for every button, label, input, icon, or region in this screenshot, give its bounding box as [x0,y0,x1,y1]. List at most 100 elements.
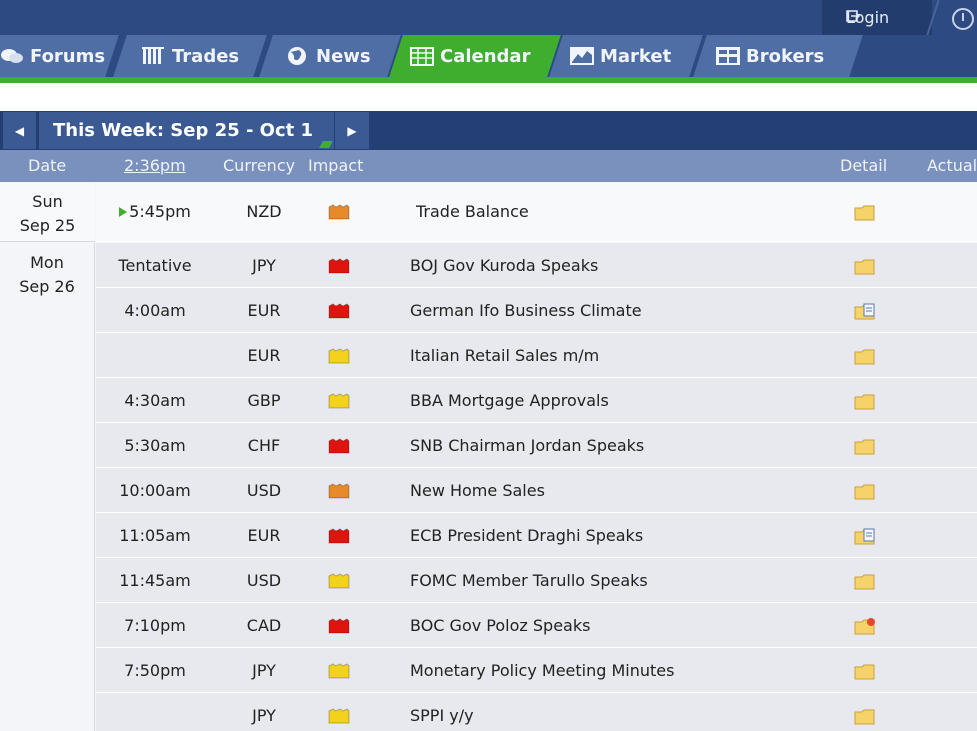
impact-high-icon[interactable] [328,303,350,319]
impact-low-icon[interactable] [328,573,350,589]
col-impact: Impact [308,156,364,175]
tab-calendar[interactable]: Calendar [410,35,530,77]
clock-icon[interactable] [952,8,974,30]
event-row[interactable]: 4:00am EUR German Ifo Business Climate [96,288,977,333]
event-time: Tentative [118,256,192,275]
globe-icon [288,47,306,65]
forums-icon [1,49,23,63]
folder-star-icon[interactable] [854,618,876,635]
impact-high-icon[interactable] [328,258,350,274]
event-row[interactable]: 7:50pm JPY Monetary Policy Meeting Minutes [96,648,977,693]
impact-high-icon[interactable] [328,528,350,544]
market-chart-icon [570,47,594,65]
tab-brokers[interactable]: Brokers [716,35,824,77]
event-currency: USD [246,481,282,500]
week-title[interactable]: This Week: Sep 25 - Oct 1 [39,112,334,149]
event-currency: EUR [247,301,281,320]
next-week-button[interactable]: ▶ [335,112,369,149]
folder-icon[interactable] [854,258,876,275]
impact-high-icon[interactable] [328,438,350,454]
event-currency: CAD [246,616,282,635]
col-detail: Detail [840,156,888,175]
tab-market[interactable]: Market [570,35,671,77]
top-bar [0,0,977,35]
event-time: 11:05am [119,526,191,545]
day-cell-mon: Mon Sep 26 [0,243,95,731]
event-row[interactable]: 4:30am GBP BBA Mortgage Approvals [96,378,977,423]
tab-brokers-label: Brokers [746,45,825,67]
impact-medium-icon[interactable] [328,483,350,499]
event-row[interactable]: 5:30am CHF SNB Chairman Jordan Speaks [96,423,977,468]
event-title: Trade Balance [416,202,529,221]
calendar-table: Sun Sep 25 Mon Sep 26 5:45pm NZD Trade Bal… [0,182,977,731]
tab-calendar-label: Calendar [440,45,531,67]
event-title: SPPI y/y [410,706,474,725]
event-title: FOMC Member Tarullo Speaks [410,571,648,590]
day-date: Sep 25 [19,216,76,235]
brokers-icon [716,47,740,65]
event-currency: NZD [246,202,282,221]
tab-forums[interactable]: Forums [0,35,105,77]
col-time-link[interactable]: 2:36pm [124,156,186,175]
event-currency: JPY [252,706,276,725]
event-time: 4:00am [124,301,186,320]
prev-week-button[interactable]: ◀ [3,112,36,149]
calendar-icon [410,47,434,66]
impact-low-icon[interactable] [328,708,350,724]
folder-icon[interactable] [854,483,876,500]
tab-trades-label: Trades [172,45,240,67]
subnav-spacer [0,83,977,111]
event-row[interactable]: 5:45pm NZD Trade Balance [96,182,977,242]
event-title: New Home Sales [410,481,545,500]
day-date: Sep 26 [19,277,75,296]
folder-icon[interactable] [854,348,876,365]
trades-icon [142,47,164,64]
event-time: 5:30am [124,436,186,455]
folder-icon[interactable] [854,438,876,455]
tab-forums-label: Forums [30,45,106,67]
event-title: SNB Chairman Jordan Speaks [410,436,645,455]
impact-low-icon[interactable] [328,348,350,364]
event-title: Italian Retail Sales m/m [410,346,600,365]
impact-high-icon[interactable] [328,618,350,634]
day-name: Sun [32,192,63,211]
event-row[interactable]: 11:45am USD FOMC Member Tarullo Speaks [96,558,977,603]
folder-icon[interactable] [854,204,876,221]
event-title: BOJ Gov Kuroda Speaks [410,256,599,275]
event-currency: EUR [247,346,281,365]
column-header: Date 2:36pm Currency Impact Detail Actua… [0,150,977,182]
nav-active-underline [0,77,977,83]
login-button[interactable]: Login [822,0,932,35]
folder-document-icon[interactable] [854,303,876,320]
event-row[interactable]: 11:05am EUR ECB President Draghi Speaks [96,513,977,558]
day-cell-sun: Sun Sep 25 [0,182,95,242]
impact-low-icon[interactable] [328,393,350,409]
event-row[interactable]: EUR Italian Retail Sales m/m [96,333,977,378]
impact-medium-icon[interactable] [328,204,350,220]
event-time: 5:45pm [96,202,214,221]
folder-icon[interactable] [854,573,876,590]
impact-low-icon[interactable] [328,663,350,679]
login-icon [846,10,860,22]
folder-icon[interactable] [854,708,876,725]
event-title: BBA Mortgage Approvals [410,391,609,410]
event-currency: EUR [247,526,281,545]
event-time: 7:50pm [124,661,186,680]
event-title: German Ifo Business Climate [410,301,642,320]
event-title: Monetary Policy Meeting Minutes [410,661,675,680]
event-row[interactable]: 10:00am USD New Home Sales [96,468,977,513]
event-time: 11:45am [119,571,191,590]
col-actual: Actual [927,156,977,175]
event-row[interactable]: Tentative JPY BOJ Gov Kuroda Speaks [96,243,977,288]
event-time: 10:00am [119,481,191,500]
event-row[interactable]: JPY SPPI y/y [96,693,977,731]
tab-news[interactable]: News [286,35,371,77]
folder-document-icon[interactable] [854,528,876,545]
folder-icon[interactable] [854,663,876,680]
col-currency: Currency [223,156,296,175]
folder-icon[interactable] [854,393,876,410]
tab-trades[interactable]: Trades [142,35,239,77]
current-time-arrow-icon [119,207,128,217]
event-row[interactable]: 7:10pm CAD BOC Gov Poloz Speaks [96,603,977,648]
event-currency: JPY [252,256,276,275]
